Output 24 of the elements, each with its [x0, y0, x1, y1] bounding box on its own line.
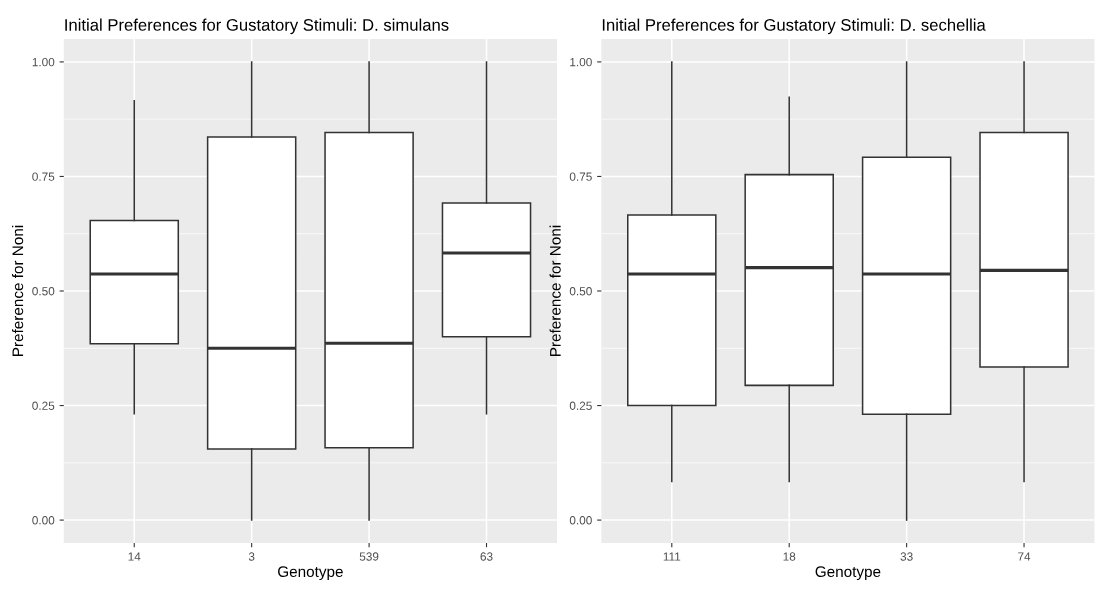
x-tick-label: 539 [359, 552, 379, 561]
x-tick-label: 111 [663, 552, 681, 561]
x-tick-label: 33 [900, 552, 913, 561]
chart-title: Initial Preferences for Gustatory Stimuli: D. sechellia [602, 18, 986, 35]
y-tick-label: 0.50 [569, 287, 592, 296]
y-axis-title: Preference for Noni [549, 225, 561, 356]
x-tick-label: 63 [480, 552, 493, 561]
y-tick-label: 0.00 [569, 516, 592, 525]
x-tick-label: 18 [783, 552, 796, 561]
chart-title: Initial Preferences for Gustatory Stimuli: D. simulans [65, 18, 449, 35]
y-tick-label: 1.00 [570, 57, 592, 67]
y-tick-label: 1.00 [32, 57, 55, 67]
x-axis-title: Genotype [278, 566, 343, 581]
y-tick-label: 0.00 [32, 516, 55, 525]
y-tick-label: 0.75 [569, 172, 592, 181]
y-tick-label: 0.25 [32, 401, 55, 410]
y-axis-title: Preference for Noni [12, 225, 24, 356]
x-axis-title: Genotype [815, 566, 881, 581]
x-tick-label: 3 [248, 552, 255, 561]
y-tick-label: 0.25 [569, 401, 592, 410]
y-tick-label: 0.75 [32, 172, 55, 181]
x-tick-label: 14 [128, 552, 141, 561]
x-tick-label: 74 [1018, 552, 1031, 561]
y-tick-label: 0.50 [32, 287, 55, 296]
